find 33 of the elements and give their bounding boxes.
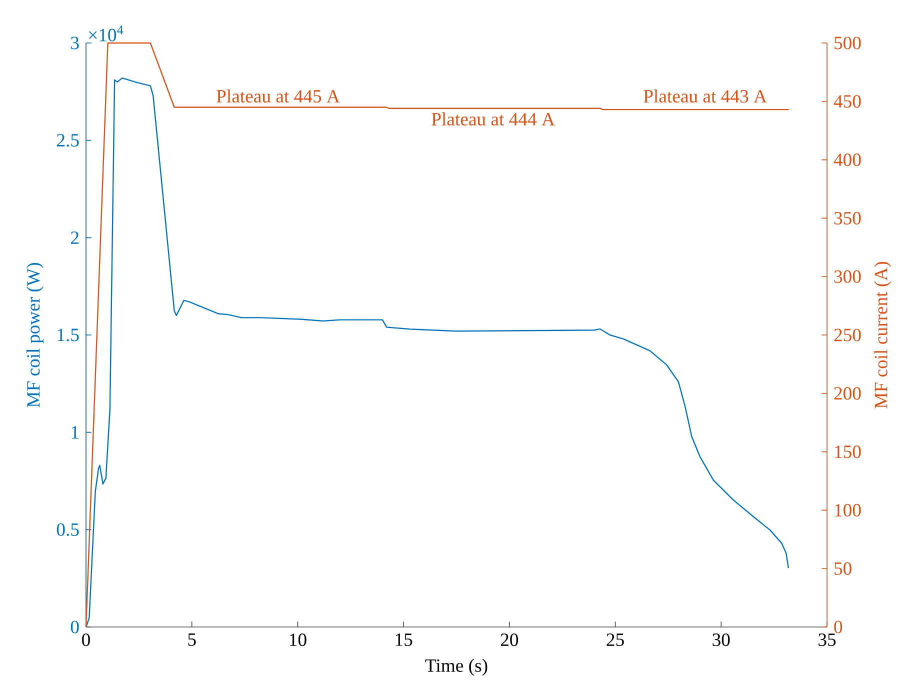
y-tick-label: 2.5 xyxy=(56,134,79,147)
y2-tick-label: 150 xyxy=(835,445,861,458)
y-tick-label: 2 xyxy=(70,231,78,244)
y2-tick-label: 100 xyxy=(835,504,861,517)
y-tick-label: 1 xyxy=(72,426,78,438)
y2-tick-label: 500 xyxy=(834,36,861,50)
annotation: Plateau at 445 A xyxy=(216,89,340,103)
y2-tick-label: 350 xyxy=(834,212,861,225)
x-axis-title: Time (s) xyxy=(425,658,488,676)
y2-tick-label: 250 xyxy=(834,328,861,342)
x-tick-label: 35 xyxy=(818,633,836,646)
y-axis-title: MF coil power (W) xyxy=(26,263,44,408)
y-tick-label: 1.5 xyxy=(58,328,79,342)
y2-tick-label: 400 xyxy=(834,154,861,166)
x-tick-label: 25 xyxy=(606,633,624,646)
y2-tick-label: 450 xyxy=(834,95,861,108)
y2-axis-title: MF coil current (A) xyxy=(874,262,892,408)
y2-tick-label: 300 xyxy=(834,270,861,283)
x-tick-label: 10 xyxy=(290,633,306,646)
y2-tick-label: 0 xyxy=(834,620,842,634)
y-tick-label: 3 xyxy=(71,36,79,50)
y-tick-label: 0 xyxy=(70,620,79,634)
x-tick-label: 15 xyxy=(396,633,412,646)
y2-tick-label: 50 xyxy=(834,562,852,575)
y-tick-label: 0.5 xyxy=(56,523,79,536)
annotation: Plateau at 444 A xyxy=(432,112,555,126)
x-tick-label: 30 xyxy=(712,633,730,646)
annotation: Plateau at 443 A xyxy=(644,89,767,103)
x-tick-label: 0 xyxy=(82,633,90,646)
x-tick-label: 5 xyxy=(188,633,196,646)
text: ×10$^{4}$ xyxy=(89,26,124,42)
x-tick-label: 20 xyxy=(500,633,518,646)
y2-tick-label: 200 xyxy=(834,387,861,400)
